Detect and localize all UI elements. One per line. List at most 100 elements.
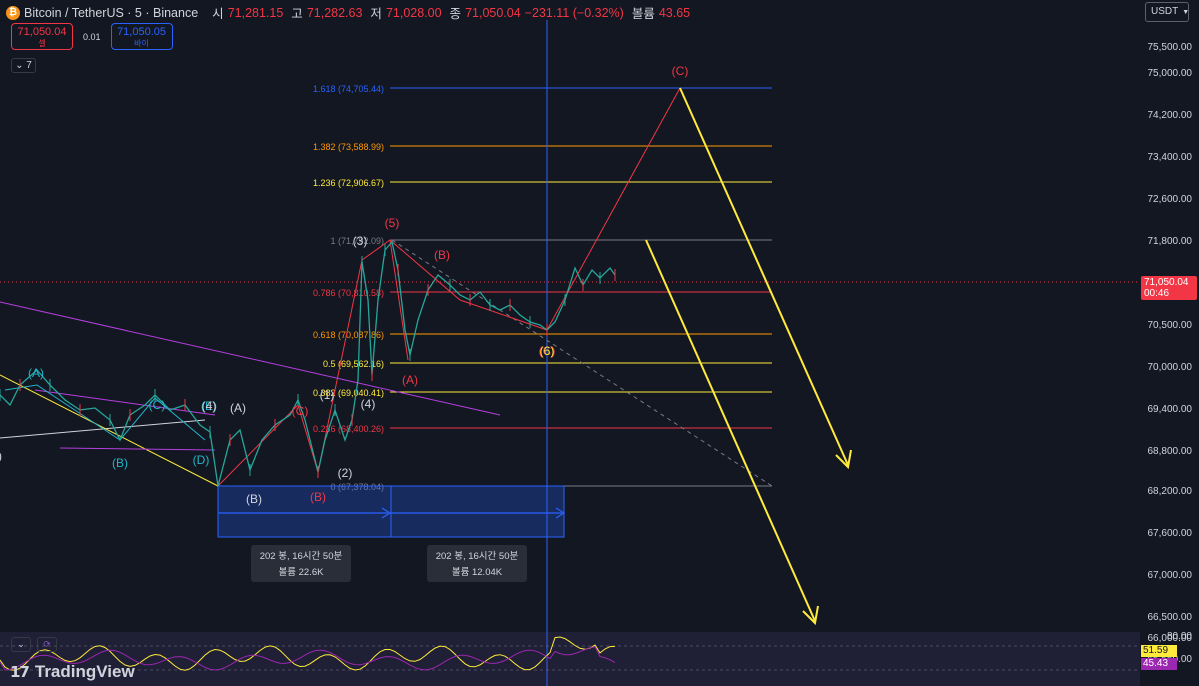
- wave-label: (C): [292, 404, 309, 418]
- wave-label: (C): [149, 398, 166, 412]
- projection-dashed-line: [391, 239, 773, 487]
- wave-label: (2): [338, 466, 353, 480]
- wave-label: (D): [193, 453, 210, 467]
- price-axis-label: 70,000.00: [1148, 362, 1193, 373]
- fib-level-label: 0 (67,378.04): [330, 482, 384, 492]
- open-label: 시: [212, 7, 224, 21]
- currency-label: USDT: [1151, 6, 1179, 17]
- currency-select[interactable]: USDT ▼: [1145, 2, 1189, 22]
- wave-label: (A): [28, 366, 44, 380]
- measure-box-2: [390, 485, 565, 538]
- projection-arrow-2: [645, 239, 816, 622]
- projection-arrowhead-1: [835, 449, 852, 470]
- oscillator-pane: [0, 632, 1140, 686]
- buy-button[interactable]: 71,050.05 바이: [110, 23, 173, 50]
- wave-label: (B): [246, 492, 262, 506]
- measure-arrowhead-1: [381, 507, 392, 519]
- measure-arrowhead-2: [555, 507, 566, 519]
- tradingview-text: TradingView: [34, 662, 135, 681]
- price-axis-label: 71,800.00: [1148, 236, 1193, 247]
- wave-label: (3): [353, 234, 368, 248]
- close-label: 종: [449, 7, 462, 21]
- price-axis-label: 75,500.00: [1148, 42, 1193, 53]
- price-axis-label: 70,500.00: [1148, 320, 1193, 331]
- channel-line: [34, 389, 216, 416]
- close-value: 71,050.04: [465, 5, 521, 20]
- fib-level-label: 0.618 (70,087.86): [313, 330, 384, 340]
- bitcoin-icon: ₿: [6, 5, 20, 20]
- trend-line-yellow: [0, 374, 219, 487]
- fib-level-label: 1 (71,792.09): [330, 236, 384, 246]
- price-series: [0, 240, 616, 487]
- measure-label-line2: 볼륨 12.04K: [452, 567, 503, 578]
- buy-price: 71,050.05: [117, 26, 166, 38]
- high-label: 고: [291, 7, 303, 21]
- oscillator-value-a: 51.59: [1141, 645, 1177, 657]
- low-label: 저: [370, 7, 382, 21]
- wave-label: (C): [672, 64, 689, 78]
- wave-label: (6): [540, 344, 555, 358]
- wave-label: (A): [402, 373, 418, 387]
- wave-label: (B): [112, 456, 128, 470]
- wave-label: (1): [320, 388, 335, 402]
- bar-countdown: 00:46: [1144, 288, 1170, 299]
- symbol-title[interactable]: Bitcoin / TetherUS · 5 · Binance: [24, 5, 199, 20]
- price-axis-label: 68,800.00: [1148, 446, 1193, 457]
- fib-level-label: 0.382 (69,040.41): [313, 388, 384, 398]
- oscillator-line-a: [0, 636, 616, 671]
- fib-level-label: 0.786 (70,810.58): [313, 288, 384, 298]
- tradingview-logo-icon: 17: [10, 663, 30, 681]
- symbol-legend: ₿ Bitcoin / TetherUS · 5 · Binance 시 71,2…: [6, 3, 690, 22]
- channel-line-lower: [59, 447, 216, 451]
- open-value: 71,281.15: [227, 5, 284, 20]
- price-axis-label: 69,400.00: [1148, 404, 1193, 415]
- measure-label-line1: 202 봉, 16시간 50분: [436, 551, 519, 562]
- projection-arrow-1: [679, 87, 849, 466]
- sell-label: 셀: [38, 39, 46, 48]
- fib-level-label: 1.618 (74,705.44): [313, 84, 384, 94]
- price-axis-label: 67,600.00: [1148, 528, 1193, 539]
- oscillator-controls: ⌄ ⟳: [11, 637, 57, 652]
- wave-path-projection: [389, 87, 681, 331]
- chevron-down-icon[interactable]: ⌄: [11, 637, 31, 652]
- volume-label: 볼륨: [631, 7, 655, 21]
- price-axis-label: 72,600.00: [1148, 194, 1193, 205]
- price-axis-label: 73,400.00: [1148, 152, 1193, 163]
- buy-label: 바이: [134, 39, 149, 48]
- indicator-collapse-button[interactable]: ⌄ 7: [11, 58, 36, 73]
- refresh-icon[interactable]: ⟳: [37, 637, 57, 652]
- price-axis-label: 66,000.00: [1148, 633, 1193, 644]
- wave-label: (B): [434, 248, 450, 262]
- price-axis-label: 74,200.00: [1148, 110, 1193, 121]
- low-value: 71,028.00: [385, 5, 442, 20]
- measure-label-box: [427, 545, 527, 582]
- last-price-value: 71,050.04: [1144, 277, 1189, 288]
- wave-label: ): [0, 449, 2, 463]
- chevron-down-icon: ⌄: [15, 60, 24, 71]
- sell-price: 71,050.04: [17, 26, 67, 38]
- wave-label: (C): [539, 344, 556, 358]
- wave-label: (B): [310, 490, 326, 504]
- measure-box-1: [217, 485, 392, 538]
- change-value: −231.11 (−0.32%): [524, 5, 624, 20]
- indicator-count: 7: [26, 60, 32, 71]
- price-axis-label: 68,200.00: [1148, 486, 1193, 497]
- sell-button[interactable]: 71,050.04 셀: [11, 23, 73, 50]
- price-axis-label: 67,000.00: [1148, 570, 1193, 581]
- wave-label: (4): [361, 397, 376, 411]
- spread-value: 0.01: [83, 31, 101, 42]
- wave-label: (E): [201, 399, 217, 413]
- last-price-badge: 71,050.04 00:46: [1141, 276, 1197, 300]
- fib-level-label: 1.382 (73,588.99): [313, 142, 384, 152]
- measure-label-box: [251, 545, 351, 582]
- measure-label-line2: 볼륨 22.6K: [279, 567, 325, 578]
- tradingview-watermark[interactable]: 17 TradingView: [10, 662, 135, 682]
- projection-arrowhead-2: [802, 605, 819, 626]
- wave-label: (5): [385, 216, 400, 230]
- oscillator-value-b: 45.43: [1141, 658, 1177, 670]
- fib-level-label: 1.236 (72,906.67): [313, 178, 384, 188]
- wave-label: (4): [202, 399, 217, 413]
- volume-value: 43.65: [658, 5, 691, 20]
- oscillator-line-b: [0, 646, 616, 671]
